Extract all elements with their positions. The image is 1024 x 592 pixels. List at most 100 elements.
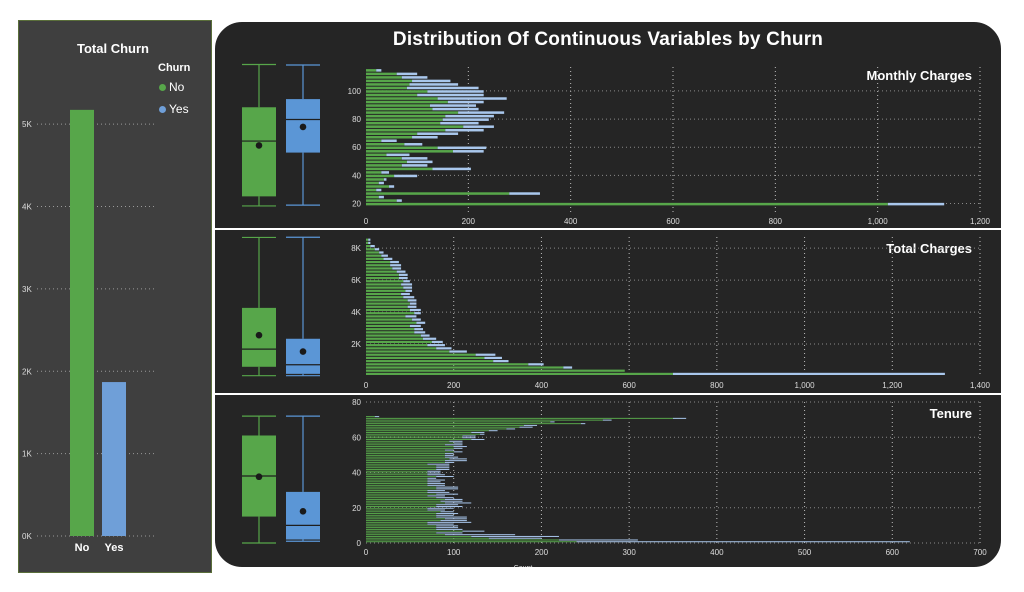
hist-bar-yes	[440, 511, 454, 513]
hist-bar-no	[366, 539, 559, 541]
hist-bar-no	[366, 465, 437, 467]
hist-bar-no	[366, 500, 441, 502]
hist-bar-yes	[436, 505, 463, 507]
box-mean-yes	[299, 507, 307, 515]
hist-bar-no	[366, 532, 437, 534]
hist-bar-no	[366, 171, 382, 174]
hist-bar-yes	[471, 431, 485, 433]
hist-bar-yes	[427, 479, 445, 481]
y-tick-label: 8K	[351, 244, 361, 253]
hist-bar-no	[366, 498, 445, 500]
hist-bar-no	[366, 337, 424, 340]
hist-bar-no	[366, 353, 476, 356]
hist-bar-no	[366, 143, 405, 146]
hist-bar-yes	[376, 188, 382, 192]
hist-bar-yes	[427, 484, 445, 486]
hist-bar-yes	[436, 488, 459, 490]
legend-item-no[interactable]: No	[159, 80, 184, 94]
hist-bar-no	[366, 504, 437, 506]
hist-bar-yes	[409, 83, 459, 86]
hist-bar-yes	[417, 132, 459, 135]
hist-bar-no	[366, 470, 428, 472]
hist-bar-yes	[429, 104, 477, 107]
hist-bar-yes	[427, 472, 441, 474]
hist-bar-no	[366, 178, 384, 181]
hist-bar-yes	[436, 468, 450, 470]
hist-bar-no	[366, 244, 371, 248]
hist-bar-yes	[602, 419, 612, 421]
hist-bar-yes	[423, 337, 437, 340]
hist-bar-yes	[576, 541, 910, 543]
hist-bar-yes	[409, 302, 417, 305]
hist-bar-yes	[427, 477, 437, 479]
y-tick-label: 6K	[351, 276, 361, 285]
hist-bar-no	[366, 433, 481, 435]
hist-bar-no	[366, 174, 395, 178]
hist-bar-no	[366, 164, 402, 167]
hist-bar-yes	[374, 248, 380, 251]
hist-bar-yes	[368, 238, 371, 241]
hist-bar-no	[366, 509, 428, 511]
hist-bar-no	[366, 160, 407, 164]
hist-bar-no	[366, 505, 437, 507]
y-tick-label: 2K	[351, 340, 361, 349]
legend-item-yes[interactable]: Yes	[159, 102, 189, 116]
hist-bar-no	[366, 534, 445, 536]
x-axis-label: Count	[514, 565, 533, 567]
y-tick-label: 5K	[22, 120, 32, 129]
hist-bar-no	[366, 139, 382, 143]
hist-bar-yes	[427, 521, 472, 523]
hist-bar-yes	[427, 523, 454, 525]
hist-bar-no	[366, 324, 410, 328]
hist-bar-yes	[409, 308, 421, 312]
box-mean-yes	[299, 348, 307, 355]
hist-bar-no	[366, 340, 432, 344]
y-tick-label: 20	[352, 504, 361, 513]
x-tick-label: 700	[973, 548, 987, 557]
hist-bar-yes	[550, 421, 555, 423]
hist-bar-yes	[673, 372, 945, 375]
hist-bar-yes	[409, 324, 421, 328]
hist-bar-no	[366, 292, 402, 296]
hist-bar-yes	[432, 107, 479, 111]
hist-bar-yes	[401, 292, 410, 296]
hist-bar-yes	[436, 513, 459, 515]
hist-bar-no	[366, 444, 445, 446]
x-tick-label: 500	[798, 548, 812, 557]
hist-bar-yes	[401, 283, 413, 286]
hist-bar-yes	[437, 146, 487, 150]
hist-bar-yes	[401, 157, 428, 160]
hist-bar-yes	[444, 502, 472, 504]
hist-bar-no	[366, 257, 384, 260]
hist-bar-no	[366, 490, 428, 492]
x-tick-label: 100	[447, 548, 461, 557]
hist-bar-yes	[394, 174, 418, 178]
hist-bar-yes	[432, 167, 471, 171]
hist-bar-no	[366, 528, 437, 530]
y-tick-label: 3K	[22, 285, 32, 294]
hist-bar-yes	[390, 264, 402, 267]
hist-bar-yes	[383, 257, 393, 260]
hist-bar-no	[366, 153, 387, 157]
hist-bar-no	[366, 461, 445, 463]
hist-bar-yes	[407, 305, 417, 308]
hist-bar-no	[366, 481, 428, 483]
hist-bar-yes	[452, 150, 484, 153]
hist-bar-yes	[427, 483, 445, 485]
hist-bar-no	[366, 530, 463, 532]
hist-bar-no	[366, 423, 581, 425]
hist-bar-no	[366, 100, 448, 104]
total-churn-chart: 0K 1K 2K 3K 4K 5K No Yes	[22, 109, 155, 554]
hist-bar-yes	[440, 121, 479, 125]
x-tick-label: 600	[666, 217, 680, 226]
hist-bar-no	[366, 328, 415, 331]
hist-bar-no	[366, 419, 603, 421]
hist-bar-no	[366, 114, 446, 118]
hist-bar-yes	[396, 270, 406, 273]
hist-bar-yes	[444, 453, 454, 455]
box-body-yes	[286, 491, 320, 540]
box-body-yes	[286, 338, 320, 374]
hist-bar-no	[366, 483, 428, 485]
hist-bar-yes	[453, 451, 463, 453]
hist-bar-no	[366, 477, 428, 479]
